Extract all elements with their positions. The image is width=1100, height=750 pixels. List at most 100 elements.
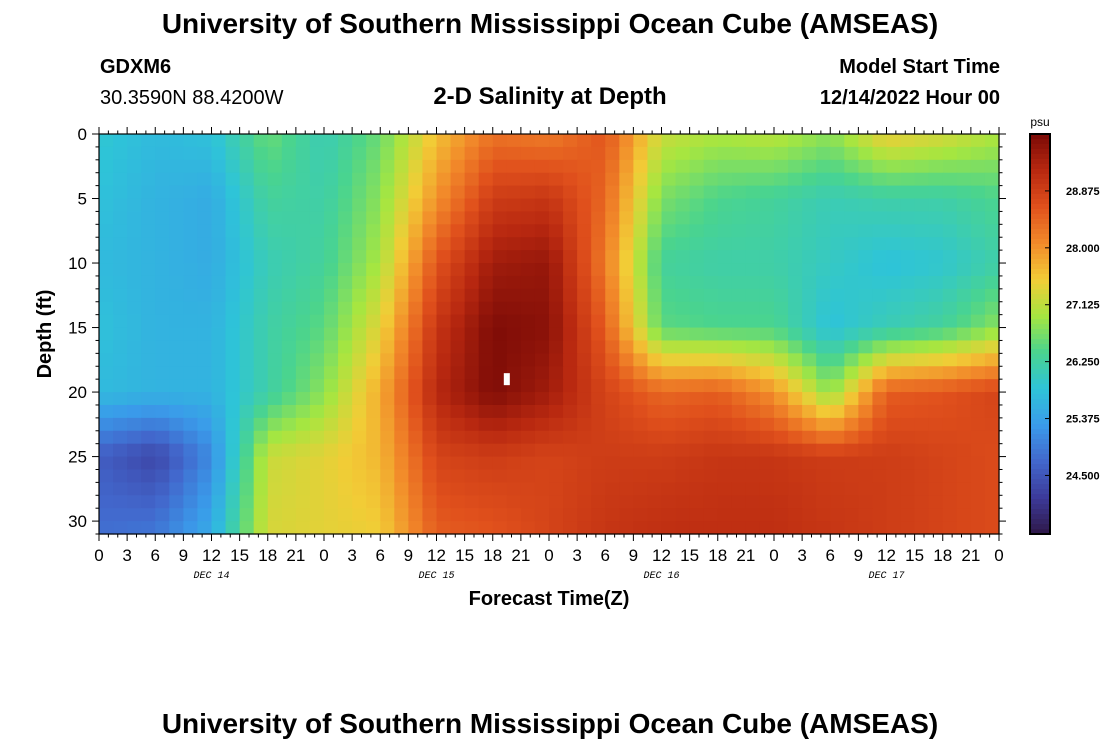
heatmap-cell — [141, 469, 156, 483]
heatmap-cell — [633, 146, 649, 161]
heatmap-cell — [520, 456, 536, 471]
colorbar-segment — [1030, 374, 1050, 380]
heatmap-cell — [380, 404, 395, 419]
heatmap-cell — [774, 404, 789, 419]
heatmap-cell — [408, 443, 424, 458]
heatmap-cell — [113, 456, 128, 471]
x-tick-label: 6 — [601, 546, 610, 565]
heatmap-cell — [464, 134, 480, 148]
heatmap-cell — [914, 263, 930, 277]
heatmap-cell — [225, 275, 241, 290]
heatmap-cell — [759, 159, 775, 174]
heatmap-cell — [984, 443, 1000, 458]
heatmap-cell — [478, 495, 494, 509]
heatmap-cell — [309, 159, 325, 174]
heatmap-cell — [155, 521, 170, 535]
heatmap-cell — [816, 366, 831, 380]
heatmap-cell — [281, 482, 297, 496]
heatmap-cell — [436, 237, 452, 251]
heatmap-cell — [211, 185, 227, 200]
heatmap-cell — [619, 250, 634, 264]
heatmap-cell — [169, 379, 184, 393]
heatmap-cell — [464, 353, 480, 367]
heatmap-cell — [183, 275, 199, 290]
heatmap-cell — [380, 327, 395, 342]
heatmap-cell — [549, 159, 564, 174]
heatmap-cell — [563, 185, 578, 200]
heatmap-cell — [886, 430, 902, 445]
heatmap-cell — [366, 275, 381, 290]
colorbar-segment — [1030, 504, 1050, 510]
heatmap-cell — [197, 250, 213, 264]
heatmap-cell — [352, 159, 367, 174]
heatmap-cell — [577, 314, 592, 329]
heatmap-cell — [633, 327, 649, 342]
heatmap-cell — [295, 288, 311, 303]
heatmap-cell — [464, 314, 480, 329]
heatmap-cell — [900, 275, 916, 290]
heatmap-cell — [141, 430, 156, 445]
heatmap-cell — [577, 288, 592, 303]
heatmap-cell — [717, 392, 733, 406]
heatmap-cell — [436, 469, 452, 483]
heatmap-cell — [309, 314, 325, 329]
heatmap-cell — [619, 211, 634, 225]
heatmap-cell — [478, 263, 494, 277]
colorbar-segment — [1030, 209, 1050, 215]
heatmap-cell — [506, 327, 522, 342]
heatmap-cell — [661, 198, 677, 213]
heatmap-cell — [197, 159, 213, 174]
heatmap-cell — [436, 366, 452, 380]
heatmap-cell — [506, 263, 522, 277]
heatmap-cell — [253, 366, 269, 380]
heatmap-cell — [984, 353, 1000, 367]
heatmap-cell — [338, 159, 353, 174]
heatmap-cell — [155, 443, 170, 458]
heatmap-cell — [816, 430, 831, 445]
colorbar-segment — [1030, 479, 1050, 485]
heatmap-cell — [619, 430, 634, 445]
heatmap-cell — [802, 443, 817, 458]
heatmap-cell — [633, 172, 649, 187]
heatmap-cell — [830, 327, 845, 342]
heatmap-cell — [309, 366, 325, 380]
heatmap-cell — [295, 327, 311, 342]
heatmap-cell — [506, 404, 522, 419]
heatmap-cell — [338, 417, 353, 432]
heatmap-cell — [900, 353, 916, 367]
heatmap-cell — [141, 340, 156, 354]
heatmap-cell — [577, 482, 592, 496]
heatmap-cell — [956, 314, 972, 329]
heatmap-cell — [197, 417, 213, 432]
heatmap-cell — [380, 288, 395, 303]
heatmap-cell — [366, 159, 381, 174]
heatmap-cell — [450, 392, 466, 406]
heatmap-cell — [394, 301, 409, 316]
heatmap-cell — [267, 430, 283, 445]
heatmap-cell — [563, 198, 578, 213]
heatmap-cell — [661, 211, 677, 225]
heatmap-cell — [380, 211, 395, 225]
heatmap-cell — [549, 404, 564, 419]
heatmap-cell — [549, 198, 564, 213]
heatmap-cell — [984, 211, 1000, 225]
heatmap-cell — [774, 198, 789, 213]
heatmap-cell — [127, 172, 142, 187]
heatmap-cell — [675, 250, 691, 264]
heatmap-cell — [858, 495, 874, 509]
heatmap-cell — [324, 314, 339, 329]
heatmap-cell — [745, 134, 761, 148]
heatmap-cell — [324, 224, 339, 238]
heatmap-cell — [197, 340, 213, 354]
heatmap-cell — [886, 263, 902, 277]
heatmap-cell — [689, 314, 705, 329]
heatmap-cell — [689, 134, 705, 148]
heatmap-cell — [464, 275, 480, 290]
heatmap-cell — [759, 288, 775, 303]
heatmap-cell — [436, 275, 452, 290]
x-tick-label: 21 — [961, 546, 980, 565]
heatmap-cell — [155, 224, 170, 238]
heatmap-cell — [956, 417, 972, 432]
heatmap-cell — [506, 288, 522, 303]
heatmap-cell — [872, 443, 888, 458]
